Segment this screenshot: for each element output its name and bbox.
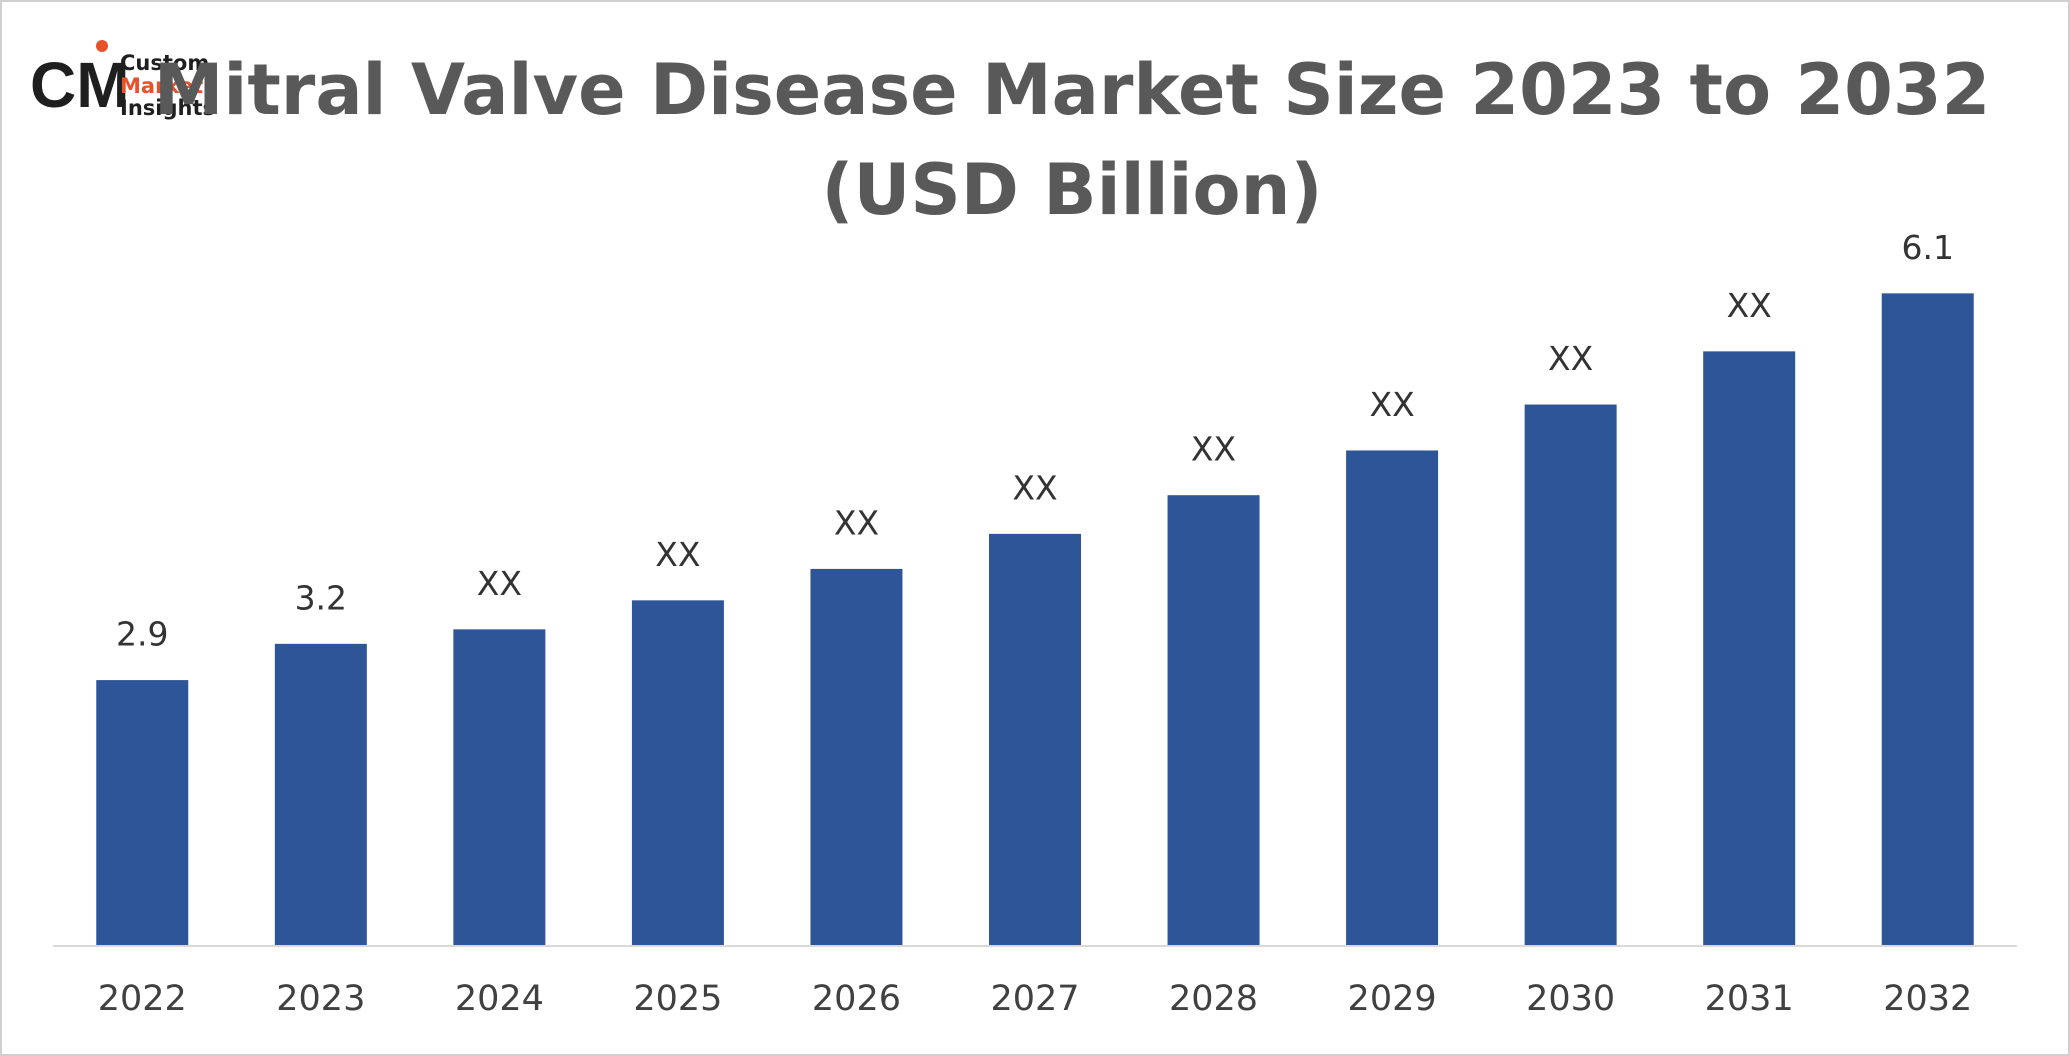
data-label: XX bbox=[1727, 286, 1772, 325]
bar bbox=[989, 533, 1081, 946]
x-tick-label: 2025 bbox=[633, 979, 722, 1019]
x-tick-label: 2027 bbox=[990, 979, 1079, 1019]
data-label: 3.2 bbox=[295, 578, 347, 617]
logo: CM Custom Market Insights bbox=[30, 40, 215, 121]
bar bbox=[1167, 495, 1260, 946]
x-tick-label: 2032 bbox=[1883, 979, 1972, 1019]
data-label: XX bbox=[1548, 339, 1593, 378]
x-tick-label: 2030 bbox=[1526, 979, 1615, 1019]
logo-text: Market bbox=[120, 74, 203, 98]
logo-mark: CM bbox=[30, 49, 130, 121]
x-tick-label: 2031 bbox=[1705, 979, 1794, 1019]
data-label: 2.9 bbox=[116, 615, 168, 654]
data-label: 6.1 bbox=[1901, 228, 1953, 267]
data-label: XX bbox=[1369, 385, 1414, 424]
logo-text: Insights bbox=[120, 96, 215, 120]
bar bbox=[1524, 404, 1617, 946]
chart-title: Mitral Valve Disease Market Size 2023 to… bbox=[154, 49, 1991, 131]
bar bbox=[810, 568, 903, 946]
chart-title: (USD Billion) bbox=[822, 149, 1323, 231]
bar bbox=[1881, 293, 1974, 946]
logo-dot bbox=[96, 40, 108, 52]
x-tick-label: 2024 bbox=[455, 979, 544, 1019]
bar bbox=[96, 680, 189, 946]
x-tick-label: 2022 bbox=[98, 979, 187, 1019]
bar bbox=[274, 643, 367, 946]
data-label: XX bbox=[655, 535, 700, 574]
data-label: XX bbox=[834, 503, 879, 542]
x-tick-label: 2026 bbox=[812, 979, 901, 1019]
x-tick-label: 2029 bbox=[1348, 979, 1437, 1019]
data-label: XX bbox=[1012, 468, 1057, 507]
data-label: XX bbox=[1191, 430, 1236, 469]
logo-text: Custom bbox=[120, 51, 209, 75]
bar bbox=[631, 600, 724, 946]
x-tick-label: 2023 bbox=[276, 979, 365, 1019]
bar bbox=[453, 629, 546, 946]
data-label: XX bbox=[477, 564, 522, 603]
bar bbox=[1346, 450, 1439, 946]
x-tick-label: 2028 bbox=[1169, 979, 1258, 1019]
bar bbox=[1703, 351, 1796, 946]
